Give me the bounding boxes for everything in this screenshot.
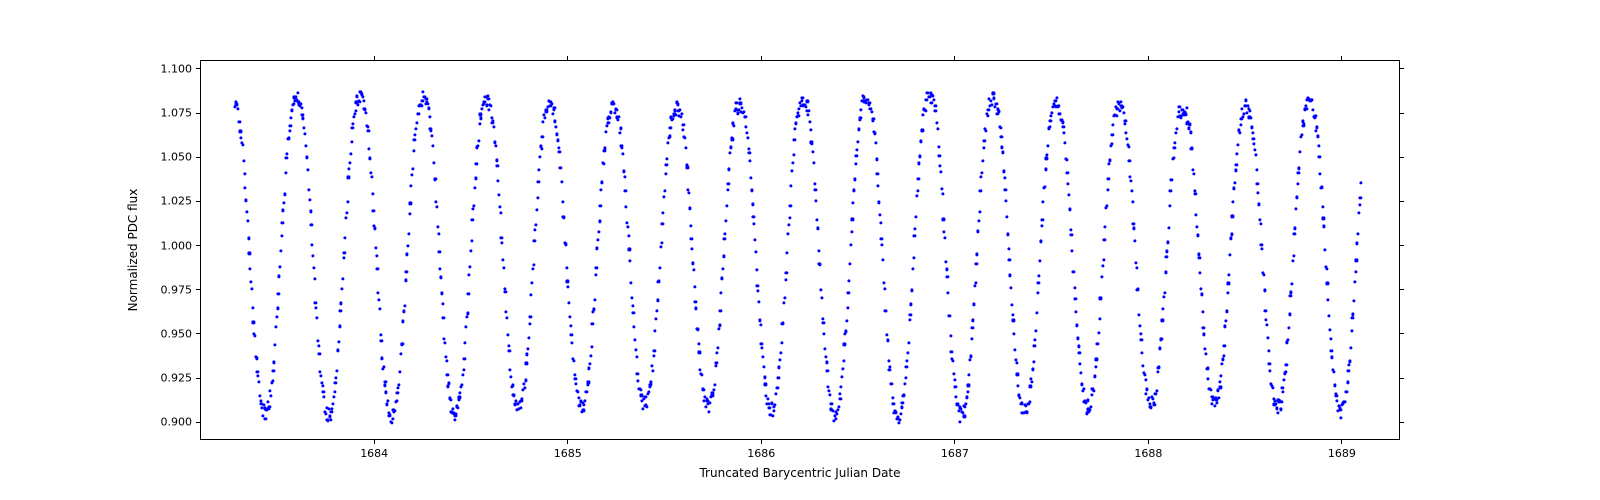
x-tick-mark bbox=[1148, 440, 1149, 444]
x-tick-label: 1684 bbox=[360, 447, 388, 460]
y-tick-mark bbox=[196, 245, 200, 246]
y-tick-mark bbox=[1400, 378, 1404, 379]
y-tick-label: 1.050 bbox=[161, 151, 193, 164]
x-tick-label: 1685 bbox=[554, 447, 582, 460]
y-tick-mark bbox=[196, 113, 200, 114]
y-tick-mark bbox=[196, 422, 200, 423]
y-tick-mark bbox=[196, 201, 200, 202]
y-tick-label: 1.025 bbox=[161, 195, 193, 208]
y-tick-mark bbox=[196, 289, 200, 290]
x-tick-mark bbox=[567, 440, 568, 444]
x-tick-mark bbox=[1341, 440, 1342, 444]
x-tick-mark bbox=[1341, 56, 1342, 60]
y-tick-mark bbox=[1400, 245, 1404, 246]
y-tick-label: 0.925 bbox=[161, 372, 193, 385]
x-tick-mark bbox=[761, 440, 762, 444]
y-tick-label: 0.950 bbox=[161, 327, 193, 340]
y-tick-mark bbox=[196, 68, 200, 69]
y-tick-mark bbox=[1400, 157, 1404, 158]
x-tick-mark bbox=[954, 440, 955, 444]
y-tick-label: 1.075 bbox=[161, 107, 193, 120]
y-axis-label: Normalized PDC flux bbox=[126, 189, 140, 312]
x-tick-mark bbox=[374, 440, 375, 444]
y-tick-mark bbox=[196, 378, 200, 379]
x-tick-mark bbox=[954, 56, 955, 60]
x-axis-label: Truncated Barycentric Julian Date bbox=[699, 466, 900, 480]
x-tick-label: 1688 bbox=[1134, 447, 1162, 460]
x-tick-label: 1686 bbox=[747, 447, 775, 460]
y-tick-mark bbox=[1400, 333, 1404, 334]
x-tick-mark bbox=[761, 56, 762, 60]
x-tick-mark bbox=[567, 56, 568, 60]
y-tick-mark bbox=[1400, 422, 1404, 423]
x-tick-mark bbox=[374, 56, 375, 60]
y-tick-label: 1.100 bbox=[161, 62, 193, 75]
y-tick-mark bbox=[1400, 201, 1404, 202]
x-tick-label: 1687 bbox=[941, 447, 969, 460]
y-tick-label: 1.000 bbox=[161, 239, 193, 252]
y-tick-mark bbox=[196, 157, 200, 158]
y-tick-mark bbox=[196, 333, 200, 334]
x-tick-mark bbox=[1148, 56, 1149, 60]
y-tick-mark bbox=[1400, 289, 1404, 290]
y-tick-label: 0.975 bbox=[161, 283, 193, 296]
light-curve-figure: Truncated Barycentric Julian Date Normal… bbox=[0, 0, 1600, 500]
y-tick-mark bbox=[1400, 113, 1404, 114]
y-tick-label: 0.900 bbox=[161, 416, 193, 429]
y-tick-mark bbox=[1400, 68, 1404, 69]
x-tick-label: 1689 bbox=[1328, 447, 1356, 460]
